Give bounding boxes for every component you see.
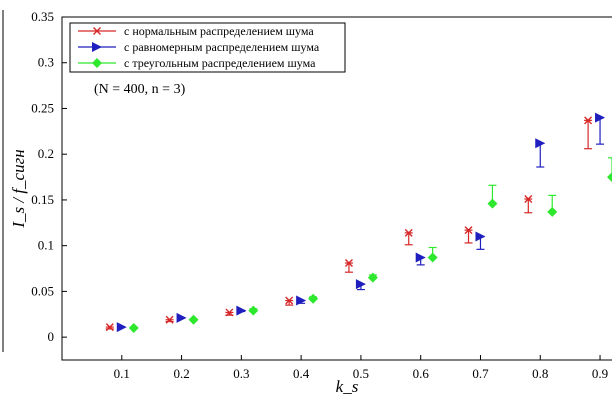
x-tick-label: 0.7 — [472, 366, 489, 381]
data-point — [584, 116, 593, 125]
data-point — [344, 259, 353, 268]
data-point — [285, 296, 294, 305]
data-point — [188, 314, 199, 325]
data-point — [308, 293, 319, 304]
x-tick-label: 0.4 — [293, 366, 310, 381]
x-tick-label: 0.5 — [353, 366, 369, 381]
data-point — [355, 279, 366, 290]
legend: с нормальным распределением шума с равном… — [69, 22, 346, 73]
data-point — [475, 231, 486, 242]
data-point — [404, 228, 413, 237]
series-layer — [105, 112, 612, 333]
x-tick-label: 0.2 — [173, 366, 189, 381]
data-point — [607, 172, 612, 183]
series-3 — [128, 157, 612, 333]
legend-marker — [92, 42, 102, 52]
x-tick-label: 0.8 — [532, 366, 548, 381]
data-point — [105, 323, 114, 332]
data-point — [415, 252, 426, 263]
y-tick-label: 0.25 — [31, 100, 54, 115]
x-tick-label: 0.6 — [413, 366, 430, 381]
x-tick-label: 0.9 — [592, 366, 608, 381]
plot-area — [61, 16, 612, 361]
data-point — [225, 308, 234, 317]
data-point — [595, 112, 606, 123]
y-axis: 0 0.05 0.1 0.15 0.2 0.25 0.3 0.35 — [31, 9, 67, 344]
x-axis: 0.1 0.2 0.3 0.4 0.5 0.6 0.7 0.8 0.9 — [114, 355, 608, 381]
y-tick-label: 0.05 — [31, 283, 54, 298]
y-axis-label: I_s / f_сигн — [9, 149, 28, 228]
legend-label: с равномерным распределением шума — [124, 40, 320, 54]
data-point — [547, 206, 558, 217]
data-point — [128, 322, 139, 333]
series-1 — [105, 116, 593, 332]
legend-label: с нормальным распределением шума — [124, 24, 314, 38]
legend-marker — [92, 58, 102, 68]
legend-marker — [93, 27, 101, 35]
data-point — [236, 305, 247, 316]
series-2 — [116, 112, 606, 333]
x-tick-label: 0.3 — [233, 366, 249, 381]
y-tick-label: 0.35 — [31, 9, 54, 24]
y-tick-label: 0.1 — [38, 238, 54, 253]
y-tick-label: 0.2 — [38, 146, 54, 161]
y-tick-label: 0.15 — [31, 192, 54, 207]
data-point — [535, 138, 546, 149]
data-point — [427, 252, 438, 263]
annotation-text: (N = 400, n = 3) — [94, 82, 186, 97]
x-axis-label: k_s — [336, 377, 359, 394]
x-tick-label: 0.1 — [114, 366, 130, 381]
data-point — [367, 272, 378, 283]
data-point — [487, 198, 498, 209]
data-point — [176, 312, 187, 323]
data-point — [116, 322, 127, 333]
y-tick-label: 0 — [48, 329, 55, 344]
data-point — [464, 226, 473, 235]
data-point — [165, 315, 174, 324]
data-point — [248, 305, 259, 316]
y-tick-label: 0.3 — [38, 55, 54, 70]
legend-label: с треугольным распределением шума — [124, 56, 316, 70]
data-point — [524, 195, 533, 204]
data-point — [296, 295, 307, 306]
